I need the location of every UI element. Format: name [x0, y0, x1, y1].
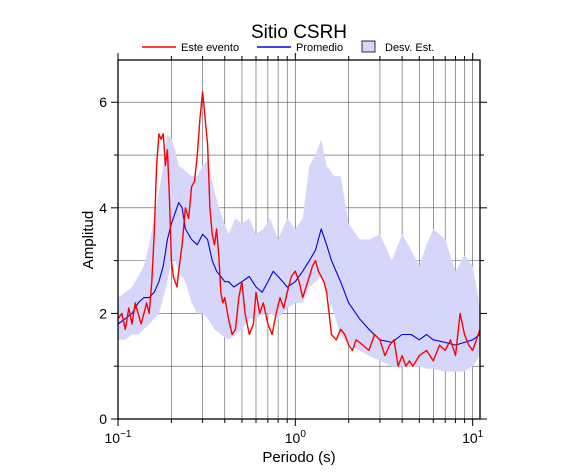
plot-frame — [117, 59, 481, 420]
band-layer — [118, 133, 480, 372]
y-tick-label: 0 — [99, 411, 107, 427]
legend-label: Este evento — [181, 42, 239, 54]
x-tick-label: 101 — [462, 429, 484, 446]
series-layer — [117, 90, 481, 367]
ticks — [111, 53, 487, 426]
y-tick-label: 2 — [99, 305, 107, 321]
x-axis-label: Periodo (s) — [262, 449, 335, 466]
y-axis-label: Amplitud — [80, 211, 97, 269]
legend-item: Desv. Est. — [361, 40, 434, 54]
legend-swatch — [361, 40, 376, 53]
chart-title: Sitio CSRH — [251, 22, 347, 43]
legend-label: Promedio — [296, 42, 343, 54]
legend: Este evento Promedio Desv. Est. — [142, 40, 434, 54]
legend-label: Desv. Est. — [385, 42, 434, 54]
legend-item: Este evento — [142, 42, 239, 54]
x-tick-label: 100 — [285, 429, 307, 446]
y-tick-label: 4 — [99, 200, 107, 216]
tick-labels: 0 2 4 6 10−1 100 101 — [99, 94, 483, 446]
x-tick-label: 10−1 — [105, 429, 132, 446]
y-tick-label: 6 — [99, 94, 107, 110]
series-promedio-line — [117, 201, 481, 346]
series-este-evento-line — [117, 90, 481, 367]
std-dev-band — [118, 133, 480, 372]
legend-item: Promedio — [257, 42, 343, 54]
